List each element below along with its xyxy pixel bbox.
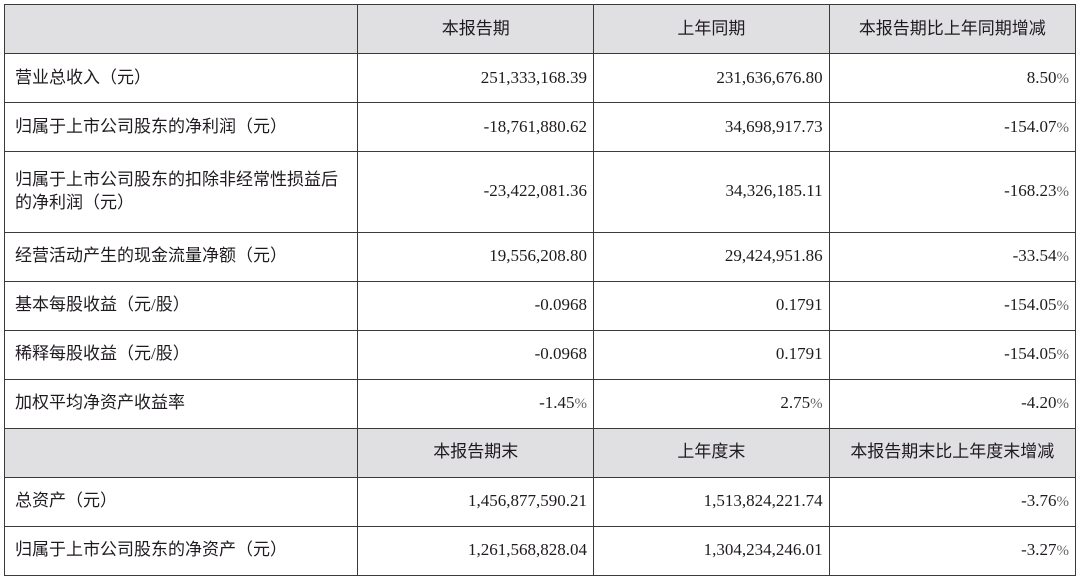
cell-prior: 34,326,185.11 <box>594 152 830 232</box>
table-row: 归属于上市公司股东的净资产（元）1,261,568,828.041,304,23… <box>5 526 1076 575</box>
cell-current: -1.45% <box>358 379 594 428</box>
cell-change: -4.20% <box>829 379 1075 428</box>
cell-change: -33.54% <box>829 232 1075 281</box>
cell-current: 251,333,168.39 <box>358 54 594 103</box>
cell-current: 1,261,568,828.04 <box>358 526 594 575</box>
table-row: 基本每股收益（元/股）-0.09680.1791-154.05% <box>5 281 1076 330</box>
row-label: 归属于上市公司股东的净利润（元） <box>5 103 358 152</box>
financial-table: 本报告期上年同期本报告期比上年同期增减营业总收入（元）251,333,168.3… <box>4 4 1076 576</box>
row-label: 基本每股收益（元/股） <box>5 281 358 330</box>
cell-current: 1,456,877,590.21 <box>358 477 594 526</box>
cell-current: 19,556,208.80 <box>358 232 594 281</box>
cell-current: -18,761,880.62 <box>358 103 594 152</box>
table-row: 总资产（元）1,456,877,590.211,513,824,221.74-3… <box>5 477 1076 526</box>
row-label: 归属于上市公司股东的扣除非经常性损益后的净利润（元） <box>5 152 358 232</box>
table-row: 经营活动产生的现金流量净额（元）19,556,208.8029,424,951.… <box>5 232 1076 281</box>
cell-change: 8.50% <box>829 54 1075 103</box>
cell-prior: 34,698,917.73 <box>594 103 830 152</box>
table-row: 归属于上市公司股东的扣除非经常性损益后的净利润（元）-23,422,081.36… <box>5 152 1076 232</box>
cell-prior: 0.1791 <box>594 330 830 379</box>
cell-prior: 231,636,676.80 <box>594 54 830 103</box>
hdr-col-a: 本报告期末 <box>358 428 594 477</box>
row-label: 加权平均净资产收益率 <box>5 379 358 428</box>
header-row-2: 本报告期末上年度末本报告期末比上年度末增减 <box>5 428 1076 477</box>
hdr-blank <box>5 5 358 54</box>
hdr-col-c: 本报告期末比上年度末增减 <box>829 428 1075 477</box>
row-label: 稀释每股收益（元/股） <box>5 330 358 379</box>
cell-prior: 29,424,951.86 <box>594 232 830 281</box>
table-row: 加权平均净资产收益率-1.45%2.75%-4.20% <box>5 379 1076 428</box>
hdr-col-b: 上年度末 <box>594 428 830 477</box>
cell-change: -154.05% <box>829 281 1075 330</box>
cell-current: -23,422,081.36 <box>358 152 594 232</box>
cell-change: -168.23% <box>829 152 1075 232</box>
cell-current: -0.0968 <box>358 330 594 379</box>
cell-prior: 1,304,234,246.01 <box>594 526 830 575</box>
cell-prior: 2.75% <box>594 379 830 428</box>
hdr-col-a: 本报告期 <box>358 5 594 54</box>
cell-change: -154.07% <box>829 103 1075 152</box>
table-row: 营业总收入（元）251,333,168.39231,636,676.808.50… <box>5 54 1076 103</box>
hdr-col-c: 本报告期比上年同期增减 <box>829 5 1075 54</box>
row-label: 总资产（元） <box>5 477 358 526</box>
row-label: 归属于上市公司股东的净资产（元） <box>5 526 358 575</box>
row-label: 营业总收入（元） <box>5 54 358 103</box>
table-row: 稀释每股收益（元/股）-0.09680.1791-154.05% <box>5 330 1076 379</box>
cell-prior: 1,513,824,221.74 <box>594 477 830 526</box>
table-row: 归属于上市公司股东的净利润（元）-18,761,880.6234,698,917… <box>5 103 1076 152</box>
cell-current: -0.0968 <box>358 281 594 330</box>
row-label: 经营活动产生的现金流量净额（元） <box>5 232 358 281</box>
header-row-1: 本报告期上年同期本报告期比上年同期增减 <box>5 5 1076 54</box>
cell-change: -3.27% <box>829 526 1075 575</box>
cell-change: -3.76% <box>829 477 1075 526</box>
cell-change: -154.05% <box>829 330 1075 379</box>
hdr-blank <box>5 428 358 477</box>
cell-prior: 0.1791 <box>594 281 830 330</box>
hdr-col-b: 上年同期 <box>594 5 830 54</box>
